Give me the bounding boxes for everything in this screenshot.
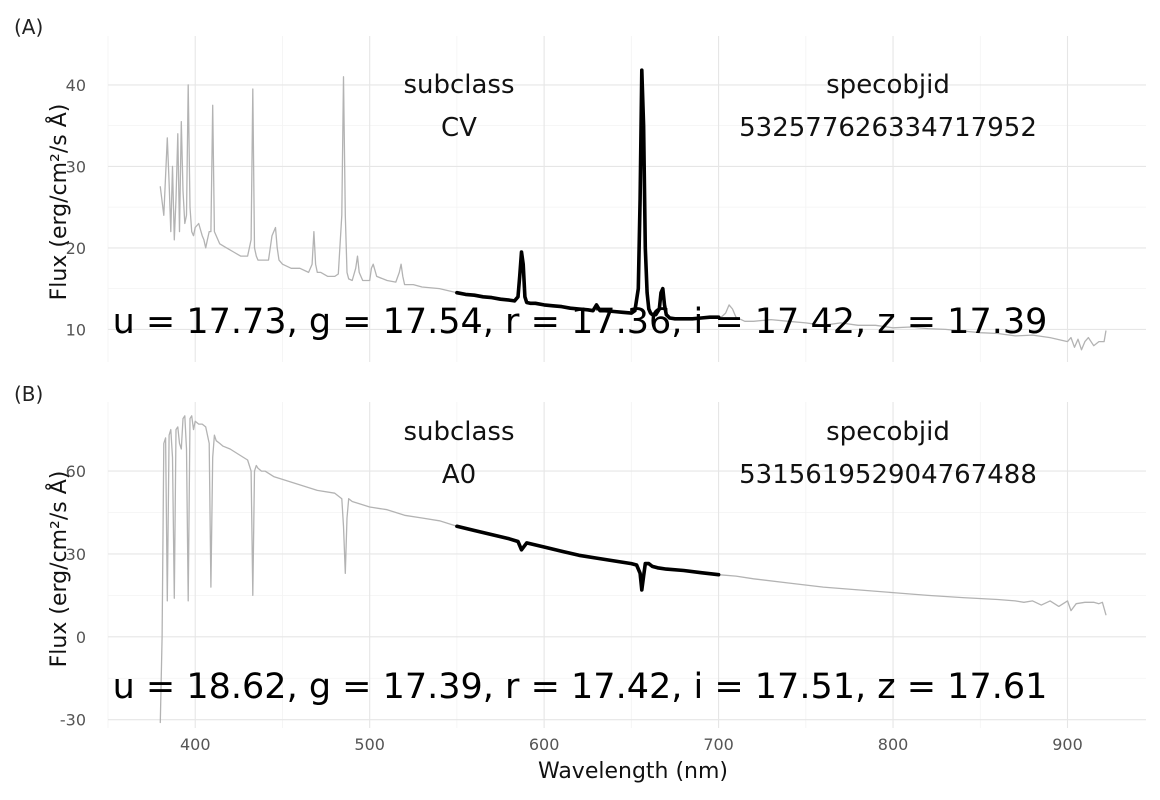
- panel-a-label: (A): [14, 15, 43, 39]
- panel-b-y-tick-label: -30: [60, 711, 86, 730]
- panel-b-x-tick-label: 700: [703, 735, 734, 754]
- panel-b-y-tick-label: 0: [76, 628, 86, 647]
- panel-b-y-axis-label: Flux (erg/cm²/s Å): [45, 471, 72, 668]
- panel-a-grid: [107, 36, 1146, 362]
- panel-a-subclass-value: CV: [441, 113, 477, 143]
- panel-b-y-tick-label: 60: [66, 462, 86, 481]
- panel-b-subclass-header: subclass: [403, 417, 514, 447]
- x-axis-label: Wavelength (nm): [538, 759, 728, 784]
- panel-b: -30 0 30 60 400 500 600 700 800 900 (B) Flux (erg…: [14, 382, 1146, 754]
- panel-a-specobjid-value: 532577626334717952: [739, 113, 1037, 143]
- panel-a-full-spectrum-line: [717, 304, 1107, 351]
- panel-b-x-tick-label: 900: [1052, 735, 1083, 754]
- panel-b-full-spectrum-line: [159, 415, 458, 724]
- panel-b-x-tick-label: 400: [180, 735, 211, 754]
- panel-a-magnitudes: u = 17.73, g = 17.54, r = 17.36, i = 17.…: [113, 302, 1048, 342]
- panel-b-x-tick-label: 800: [878, 735, 909, 754]
- panel-b-series: [159, 415, 1107, 724]
- panel-b-y-tick-label: 30: [66, 545, 86, 564]
- panel-b-magnitudes: u = 18.62, g = 17.39, r = 17.42, i = 17.…: [113, 667, 1048, 707]
- panel-a-y-axis-label: Flux (erg/cm²/s Å): [45, 104, 72, 301]
- panel-a: 10 20 30 40 (A) Flux (erg/cm²/s Å) subclass…: [14, 15, 1146, 362]
- panel-a-series: [159, 68, 1107, 351]
- panel-a-specobjid-header: specobjid: [826, 70, 950, 100]
- panel-a-highlighted-spectrum-line: [455, 68, 721, 321]
- panel-a-subclass-header: subclass: [403, 70, 514, 100]
- panel-a-y-tick-label: 20: [66, 239, 86, 258]
- panel-b-full-spectrum-line: [717, 574, 1107, 616]
- panel-a-full-spectrum-line: [159, 76, 458, 294]
- panel-b-x-tick-label: 600: [529, 735, 560, 754]
- panel-b-highlighted-spectrum-line: [455, 524, 721, 592]
- panel-b-label: (B): [14, 382, 43, 406]
- panel-a-ticks: 10 20 30 40: [66, 76, 86, 339]
- panel-b-ticks: -30 0 30 60 400 500 600 700 800 900: [60, 462, 1083, 754]
- panel-b-specobjid-header: specobjid: [826, 417, 950, 447]
- panel-a-y-tick-label: 40: [66, 76, 86, 95]
- panel-b-grid: [107, 402, 1146, 728]
- panel-b-specobjid-value: 531561952904767488: [739, 460, 1037, 490]
- panel-a-y-tick-label: 30: [66, 157, 86, 176]
- panel-b-x-tick-label: 500: [354, 735, 385, 754]
- panel-b-subclass-value: A0: [442, 460, 476, 490]
- panel-a-y-tick-label: 10: [66, 320, 86, 339]
